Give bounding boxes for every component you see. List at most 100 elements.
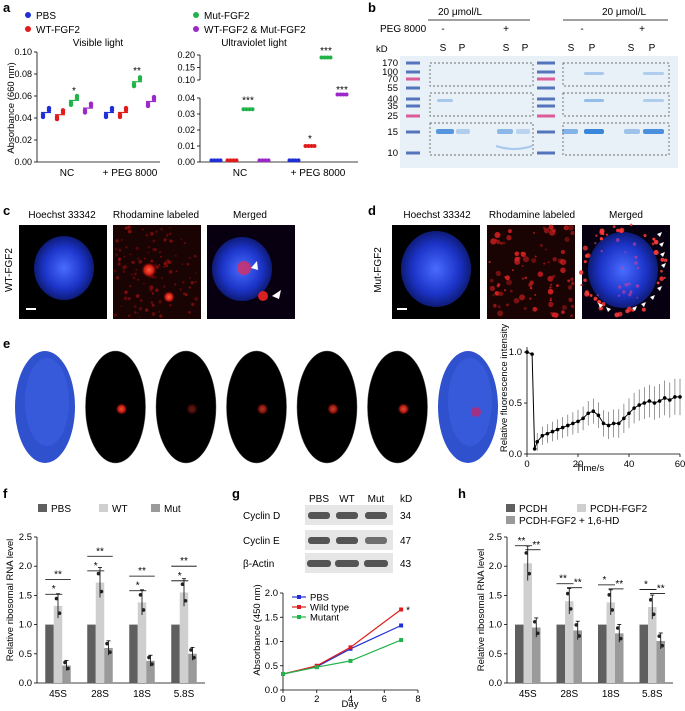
replicate-point [607, 593, 612, 597]
x-category-label: 18S [602, 689, 620, 700]
ladder-band [406, 151, 420, 155]
y-tick-label: 1.0 [509, 347, 522, 358]
speckle [194, 272, 197, 275]
red-punctum [502, 241, 506, 245]
speckle [163, 265, 166, 268]
panel-letter-e: e [3, 336, 10, 351]
merged-punctum-inner [624, 251, 627, 254]
nucleus-wt [34, 236, 94, 300]
speckle [168, 270, 173, 274]
y-tick-label: 0.5 [19, 649, 32, 660]
data-point [309, 144, 314, 148]
col-label-hoechst-mut: Hoechst 33342 [403, 210, 471, 221]
red-punctum [495, 270, 501, 277]
legend-label: Mutant [310, 613, 339, 624]
data-point [250, 107, 255, 112]
legend-label-mut: Mut-FGF2 [204, 11, 250, 22]
bar [179, 592, 189, 683]
e-xlabel: Time/s [576, 463, 604, 474]
y-tick-label: 0.06 [14, 91, 32, 101]
speckle [175, 254, 177, 257]
legend-label-pbs: PBS [36, 11, 56, 22]
peg-sign-3: - [580, 24, 583, 35]
replicate-point [532, 619, 537, 624]
red-punctum [500, 242, 503, 245]
legend-label: Wild type [310, 603, 349, 614]
frap-point [571, 421, 575, 426]
significance-star: * [72, 86, 76, 97]
data-point [225, 158, 230, 163]
replicate-point [524, 551, 529, 555]
blot-band [308, 512, 330, 519]
red-punctum [560, 259, 567, 266]
blot-header-pbs: PBS [309, 494, 329, 505]
data-point [46, 105, 52, 111]
y-tick-label: 0.04 [14, 113, 32, 123]
blot-band [365, 512, 387, 519]
y-tick-label: 0.08 [14, 69, 32, 79]
frap-point [606, 423, 611, 428]
frap-point [525, 350, 529, 354]
ladder-band [406, 97, 420, 101]
y-tick-label: 0.0 [265, 685, 278, 696]
speckle [151, 312, 156, 316]
significance-star: * [603, 575, 607, 586]
speckle [159, 255, 162, 258]
replicate-point [141, 608, 146, 612]
protein-band [436, 129, 454, 134]
data-point [287, 158, 292, 163]
speckle [188, 311, 191, 314]
red-punctum [552, 274, 556, 278]
merged-punctum-inner [632, 242, 637, 246]
merged-punctum [656, 281, 660, 285]
ladder-band [406, 104, 420, 108]
red-punctum [570, 281, 575, 286]
speckle [168, 260, 172, 264]
replicate-point [574, 623, 579, 627]
y-tick-label: 0.02 [14, 135, 32, 145]
x-category-label: + PEG 8000 [103, 168, 158, 179]
legend-label-wt: WT-FGF2 [36, 25, 80, 36]
frap-chart: 0 20 40 60 0.0 0.5 1.0 [509, 347, 685, 470]
data-point [212, 158, 217, 163]
speckle [135, 294, 140, 298]
series-marker [399, 623, 404, 628]
y-tick-label: 2.0 [265, 588, 278, 599]
merged-punctum-inner [594, 242, 597, 245]
data-point [338, 92, 343, 97]
red-punctum [553, 312, 559, 318]
merged-punctum [595, 234, 598, 237]
frap-nucleus-core [25, 358, 69, 446]
ladder-band [537, 151, 555, 155]
x-category-label: 28S [560, 689, 578, 700]
y-tick-label: 2.0 [19, 561, 32, 572]
data-point [234, 158, 239, 163]
speckle [188, 286, 192, 289]
kd-marker: 55 [387, 83, 398, 94]
gel-bands [406, 61, 664, 155]
replicate-point [535, 631, 540, 636]
speckle [150, 231, 154, 236]
merged-punctum [660, 269, 663, 273]
x-category-label: 5.8S [174, 689, 195, 700]
red-speckle [113, 225, 199, 318]
red-punctum [534, 294, 537, 296]
significance-star: ** [574, 578, 582, 589]
ladder-band [537, 70, 555, 74]
frap-point [540, 433, 545, 438]
frap-nucleus-core [448, 358, 492, 446]
scale-bar-mut [397, 308, 407, 310]
red-punctum [522, 256, 529, 263]
peg-label: PEG 8000 [380, 24, 427, 35]
speckle [181, 263, 184, 265]
red-punctum [548, 224, 554, 230]
red-punctum [494, 291, 499, 296]
significance-star: ** [518, 536, 526, 547]
red-punctum [549, 286, 552, 289]
x-tick-label: 8 [415, 694, 420, 705]
y-tick-label: 1.0 [19, 620, 32, 631]
speckle [137, 278, 140, 281]
